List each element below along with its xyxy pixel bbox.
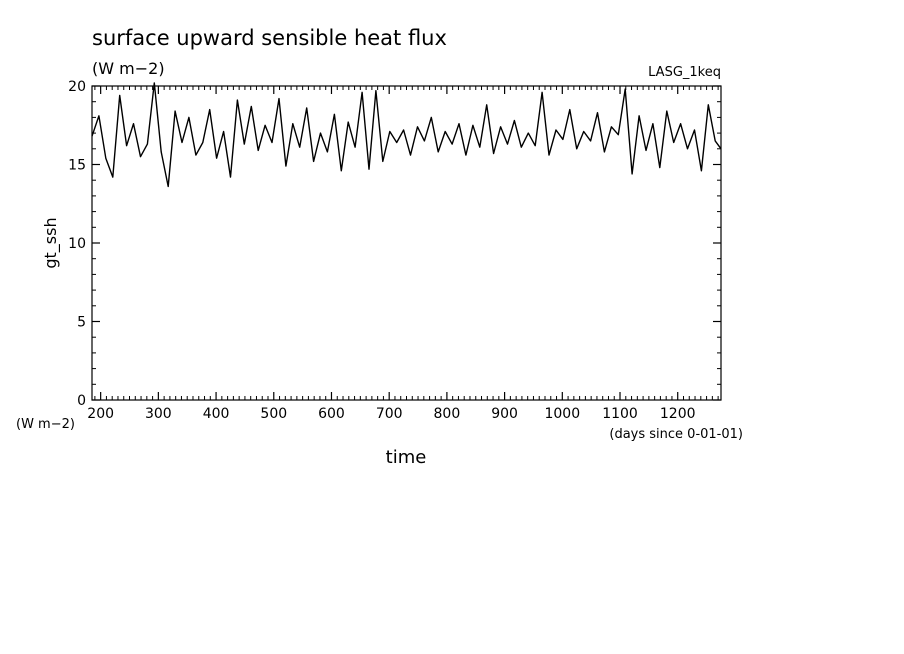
y-axis-label: gt_ssh bbox=[41, 217, 61, 268]
y-axis: 0 5 10 15 20 bbox=[68, 79, 721, 409]
x-axis-label: time bbox=[386, 447, 427, 468]
x-tick-label: 1000 bbox=[544, 406, 580, 422]
plot-border bbox=[91, 85, 722, 401]
x-tick-label: 1200 bbox=[660, 406, 696, 422]
y-tick-label: 0 bbox=[77, 393, 86, 409]
chart-title: surface upward sensible heat flux bbox=[92, 26, 447, 50]
x-tick-label: 700 bbox=[376, 406, 403, 422]
y-tick-label: 5 bbox=[77, 315, 86, 331]
x-tick-label: 1100 bbox=[602, 406, 638, 422]
y-tick-label: 20 bbox=[68, 79, 86, 95]
x-tick-label: 900 bbox=[491, 406, 518, 422]
chart-subtitle-units: (W m−2) bbox=[92, 59, 165, 78]
x-tick-label: 400 bbox=[203, 406, 230, 422]
x-tick-label: 600 bbox=[318, 406, 345, 422]
y-tick-label: 10 bbox=[68, 236, 86, 252]
y-tick-label: 15 bbox=[68, 158, 86, 174]
y-axis-units: (W m−2) bbox=[16, 417, 75, 432]
source-label: LASG_1keq bbox=[648, 65, 721, 80]
x-axis-units: (days since 0-01-01) bbox=[609, 427, 743, 442]
x-tick-label: 300 bbox=[145, 406, 172, 422]
x-tick-label: 500 bbox=[260, 406, 287, 422]
series-group bbox=[91, 82, 722, 188]
x-tick-label: 200 bbox=[87, 406, 114, 422]
series-line bbox=[91, 82, 722, 188]
x-axis: 200 300 400 500 600 700 800 900 1000 1100 1200 bbox=[87, 86, 719, 422]
x-tick-label: 800 bbox=[434, 406, 461, 422]
plot-frame bbox=[91, 85, 722, 401]
